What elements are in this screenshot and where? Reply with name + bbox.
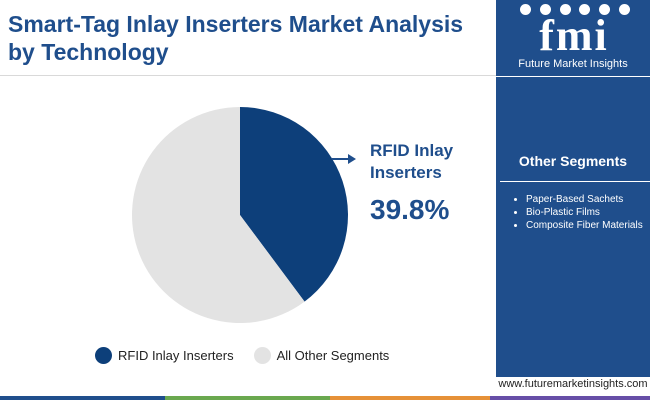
legend-label: All Other Segments: [276, 348, 390, 363]
website-link[interactable]: www.futuremarketinsights.com: [496, 377, 650, 396]
logo-circle-icon: [559, 4, 571, 15]
bar-segment: [165, 396, 330, 400]
list-item: Bio-Plastic Films: [526, 206, 650, 219]
pie-slice-all-other-segments: [132, 107, 305, 323]
legend-swatch: [253, 347, 271, 364]
legend-label: RFID Inlay Inserters: [118, 348, 234, 363]
chart-legend: RFID Inlay Inserters All Other Segments: [95, 347, 409, 364]
pie-chart: [132, 107, 348, 323]
logo-subtitle: Future Market Insights: [518, 58, 628, 70]
bar-segment: [490, 396, 650, 400]
logo-circle-icon: [618, 4, 630, 15]
logo-circle-icon: [539, 4, 551, 15]
logo-mark: fmi: [539, 11, 609, 60]
logo-circle-icon: [579, 4, 591, 15]
other-segments-list: Paper-Based Sachets Bio-Plastic Films Co…: [512, 193, 650, 232]
pie-slice-rfid-inlay-inserters: [240, 107, 348, 302]
title-divider: [0, 75, 496, 76]
legend-swatch: [95, 347, 112, 364]
callout-label: RFID Inlay Inserters: [370, 141, 454, 182]
bar-segment: [0, 396, 165, 400]
legend-item: RFID Inlay Inserters: [95, 347, 234, 364]
other-segments-title: Other Segments: [518, 153, 628, 169]
page-title: Smart-Tag Inlay Inserters Market Analysi…: [8, 11, 464, 65]
other-segments-divider: [500, 181, 650, 182]
bottom-color-bar: [0, 396, 650, 400]
list-item: Paper-Based Sachets: [526, 193, 650, 206]
logo-circle-icon: [599, 4, 611, 15]
list-item: Composite Fiber Materials: [526, 219, 650, 232]
bar-segment: [330, 396, 490, 400]
logo-circle-icon: [520, 4, 531, 15]
callout-value: 39.8%: [370, 194, 450, 225]
arrow-right-icon: [332, 154, 356, 164]
logo-icons: [520, 4, 630, 18]
legend-item: All Other Segments: [253, 347, 390, 364]
